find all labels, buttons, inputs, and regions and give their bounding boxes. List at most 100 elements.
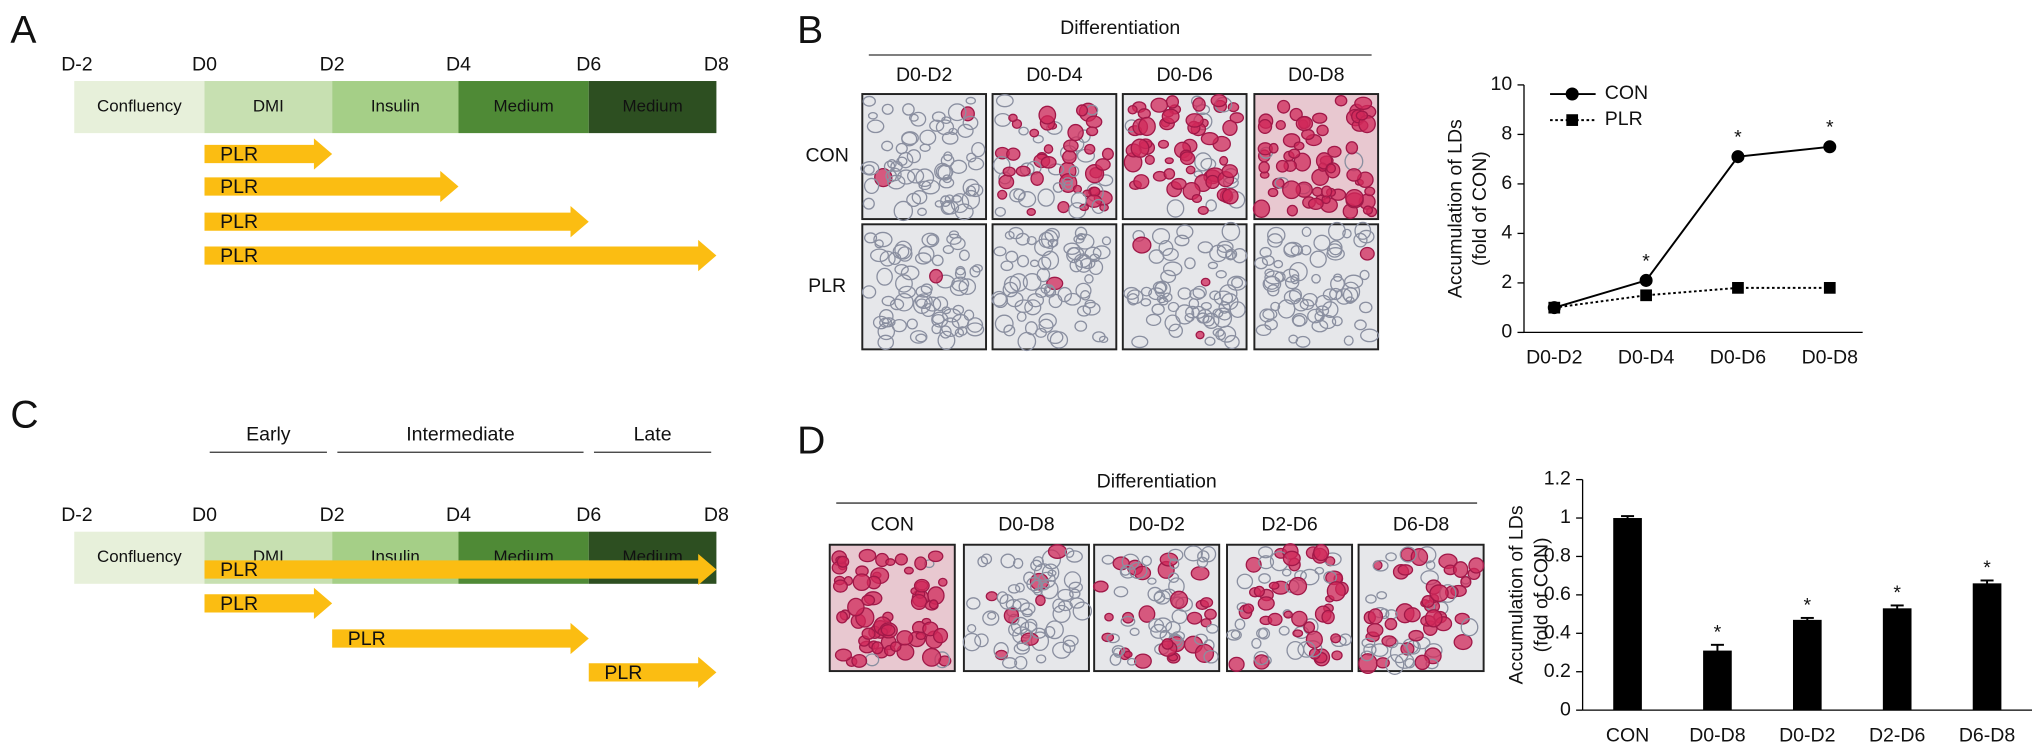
panel-letter: A [10,9,36,52]
cell [1196,556,1209,568]
day-label: D8 [704,54,729,76]
cell [1169,590,1189,610]
cell [1000,260,1014,272]
cell [931,311,949,328]
cell [1384,617,1398,631]
micrograph [1252,93,1380,221]
cell [1346,168,1362,182]
cell [1057,588,1074,602]
cell [1204,608,1217,620]
cell [992,156,1011,175]
image-heading: Differentiation [1097,470,1217,492]
column-label: D0-D6 [1156,64,1212,86]
cell [1267,233,1283,248]
cell [1024,321,1038,336]
cell [1354,96,1373,110]
cell [1292,314,1306,327]
cell [1257,596,1275,611]
column-label: D2-D6 [1261,513,1317,535]
treatment-label: PLR [220,176,258,198]
micrograph [991,93,1118,221]
cell [1321,609,1335,625]
column-label: D0-D4 [1026,64,1083,86]
cell [1397,564,1414,576]
cell [834,648,853,662]
cell [919,143,931,152]
cell [1068,581,1084,593]
cell [1385,552,1397,562]
cell [1162,292,1173,303]
cell [1106,633,1120,644]
cell [1043,625,1056,638]
micrograph [1226,543,1354,673]
cell [1321,185,1333,198]
cell [917,207,927,217]
cell [1168,572,1180,583]
significance-mark: * [1826,117,1834,139]
cell [1064,547,1075,558]
day-label: D4 [446,54,471,76]
cell [1258,546,1274,559]
cell [1084,246,1102,261]
cell [876,267,893,286]
cell [1360,650,1374,662]
cell [1019,602,1036,616]
cell [1226,629,1242,641]
cell [1275,159,1289,173]
cell [1140,286,1153,297]
cell [1045,620,1064,640]
cell [1234,618,1246,631]
cell [962,115,979,131]
cell [1209,244,1228,263]
cell [1468,557,1485,574]
cell [1113,647,1123,658]
cell [1063,571,1082,589]
cell [860,161,880,176]
stage-box [74,531,205,584]
cell [1326,581,1346,602]
cell [1067,246,1085,261]
cell [937,577,948,587]
cell [1111,645,1126,657]
cell [987,611,997,620]
cell [1267,226,1286,244]
cell [1204,336,1216,346]
cell [1185,113,1204,128]
cell [1372,559,1389,572]
cell [1219,155,1229,166]
cell [1128,561,1148,580]
cell [1200,132,1219,146]
cell [1200,618,1212,628]
phase-label: Early [246,423,291,445]
cell [1303,621,1316,634]
cell [1311,319,1329,333]
x-tick-label: D0-D6 [1710,347,1766,369]
y-axis-label: (fold of CON) [1530,537,1552,652]
cell [1003,607,1020,624]
cell [1057,200,1070,214]
cell [1016,311,1027,322]
bar [1703,650,1732,711]
cell [1171,630,1186,642]
cell [1035,594,1046,607]
cell [1215,270,1227,279]
cell [1286,204,1298,217]
day-label: D8 [704,504,729,526]
cell [1188,298,1200,310]
cell [1335,288,1353,305]
day-label: D2 [320,504,345,526]
cell [1343,335,1354,346]
cell [1163,168,1176,180]
significance-mark: * [1714,621,1722,643]
cell [889,298,905,311]
cell [836,555,850,568]
cell [901,131,918,147]
cell [915,631,927,641]
cell [1258,161,1270,174]
cell [1253,650,1270,666]
cell [1194,152,1213,172]
cell [1121,553,1140,570]
cell [1245,556,1262,573]
cell [1364,186,1376,197]
cell [1200,545,1217,563]
